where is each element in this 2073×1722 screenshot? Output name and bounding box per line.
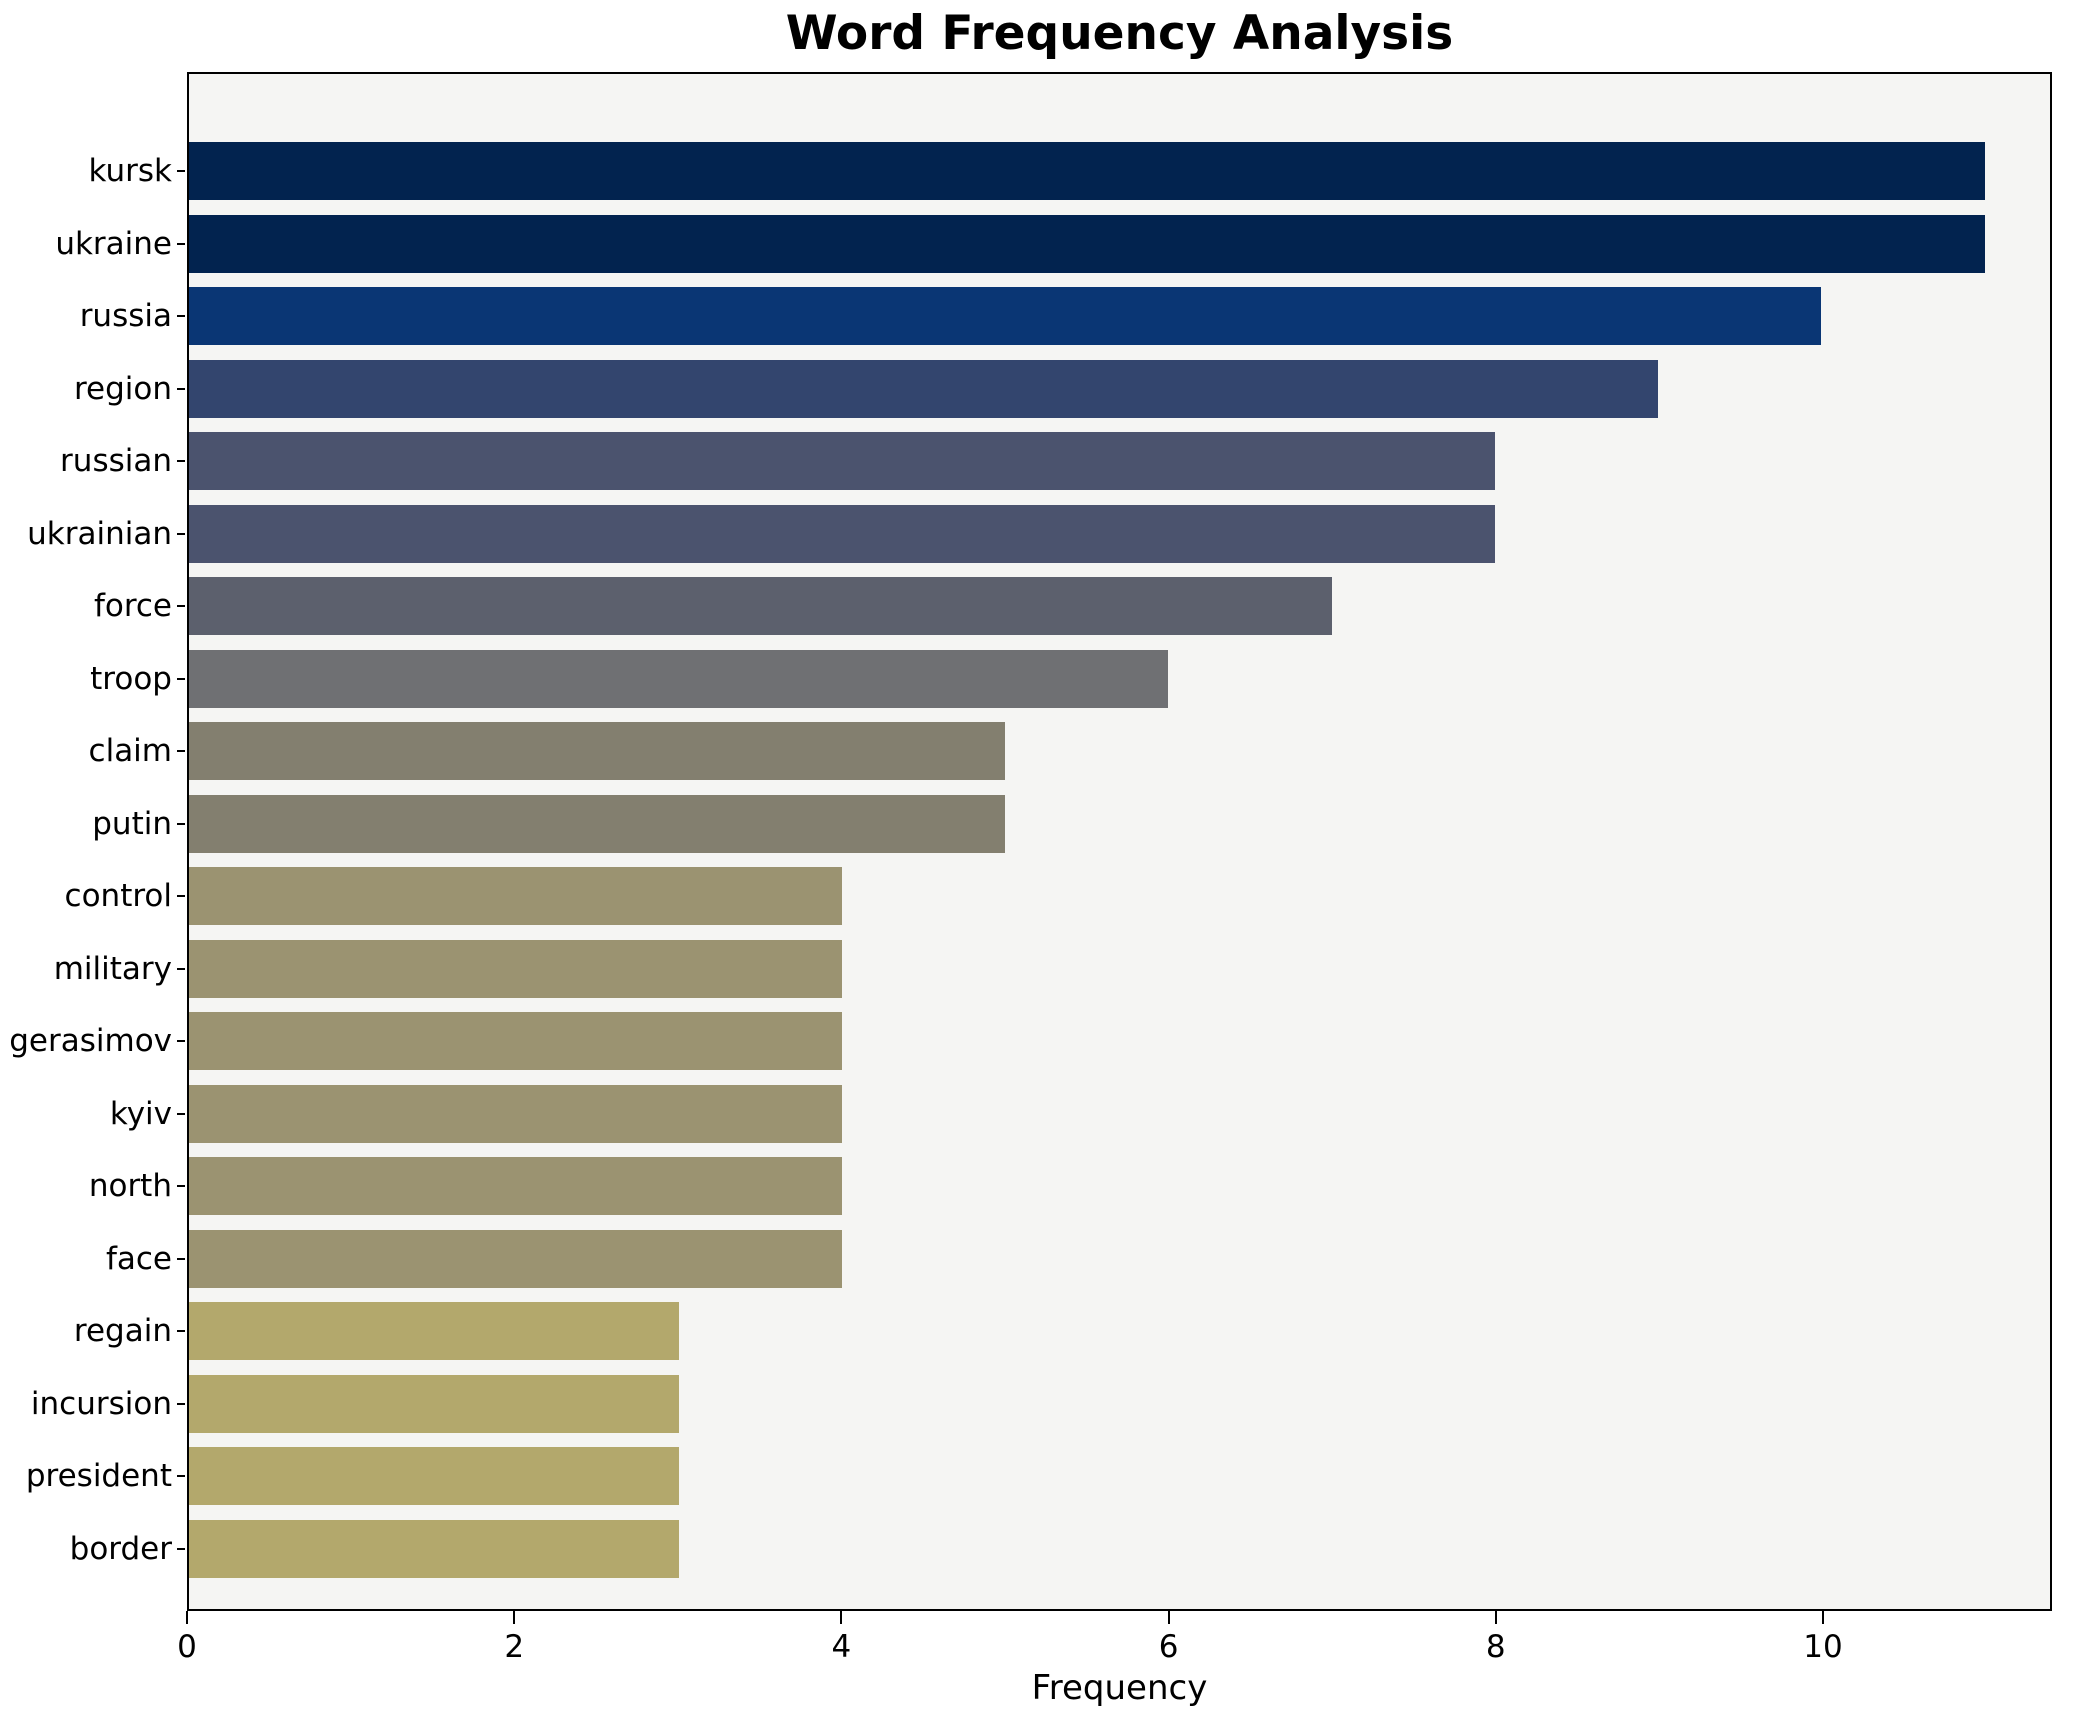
bar-row bbox=[189, 208, 2050, 281]
y-tick-label: regain bbox=[73, 1313, 172, 1350]
x-tick-label: 0 bbox=[177, 1629, 197, 1665]
x-tick-label: 10 bbox=[1803, 1629, 1843, 1665]
bar bbox=[189, 1519, 679, 1578]
y-tick bbox=[177, 1112, 185, 1115]
x-tick-label: 8 bbox=[1485, 1629, 1506, 1665]
bar-row bbox=[189, 1078, 2050, 1151]
y-tick bbox=[177, 1330, 185, 1333]
bar bbox=[189, 722, 1006, 781]
x-tick bbox=[1167, 1611, 1170, 1624]
y-tick-label: kursk bbox=[88, 153, 173, 190]
y-tick-label: border bbox=[69, 1530, 172, 1567]
bar bbox=[189, 939, 842, 998]
bar-row bbox=[189, 1440, 2050, 1513]
bar bbox=[189, 1447, 679, 1506]
y-tick-label: putin bbox=[92, 805, 172, 842]
y-tick bbox=[177, 460, 185, 463]
bar-row bbox=[189, 860, 2050, 933]
bar bbox=[189, 214, 1985, 273]
bar bbox=[189, 1157, 842, 1216]
y-tick-label: claim bbox=[88, 733, 172, 770]
y-tick bbox=[177, 677, 185, 680]
bar bbox=[189, 1012, 842, 1071]
y-tick bbox=[177, 1402, 185, 1405]
bar-row bbox=[189, 643, 2050, 716]
bar-row bbox=[189, 933, 2050, 1006]
bar bbox=[189, 432, 1495, 491]
y-tick-label: north bbox=[88, 1168, 172, 1205]
x-tick bbox=[1821, 1611, 1824, 1624]
y-tick bbox=[177, 822, 185, 825]
bar-row bbox=[189, 1005, 2050, 1078]
y-tick bbox=[177, 170, 185, 173]
bar bbox=[189, 1229, 842, 1288]
bar-row bbox=[189, 498, 2050, 571]
x-tick-label: 6 bbox=[1158, 1629, 1179, 1665]
bar-row bbox=[189, 1513, 2050, 1586]
plot-area bbox=[187, 72, 2052, 1611]
y-tick bbox=[177, 967, 185, 970]
bar bbox=[189, 359, 1659, 418]
bar bbox=[189, 794, 1006, 853]
y-tick bbox=[177, 387, 185, 390]
bar-row bbox=[189, 280, 2050, 353]
y-tick bbox=[177, 1040, 185, 1043]
x-axis-label: Frequency bbox=[1031, 1668, 1208, 1708]
y-tick-label: russian bbox=[60, 443, 172, 480]
y-tick-label: president bbox=[25, 1458, 172, 1495]
bar bbox=[189, 504, 1495, 563]
bar-row bbox=[189, 1150, 2050, 1223]
bar-row bbox=[189, 353, 2050, 426]
y-tick-label: force bbox=[93, 588, 172, 625]
y-tick bbox=[177, 1547, 185, 1550]
bar bbox=[189, 649, 1169, 708]
bar-row bbox=[189, 570, 2050, 643]
y-tick bbox=[177, 750, 185, 753]
bar bbox=[189, 142, 1985, 201]
x-tick bbox=[186, 1611, 188, 1624]
x-tick-label: 4 bbox=[831, 1629, 852, 1665]
bar bbox=[189, 1084, 842, 1143]
x-tick bbox=[1494, 1611, 1497, 1624]
bar bbox=[189, 867, 842, 926]
y-tick bbox=[177, 895, 185, 898]
x-tick bbox=[840, 1611, 843, 1624]
y-tick bbox=[177, 242, 185, 245]
y-tick-label: kyiv bbox=[109, 1095, 172, 1132]
bar bbox=[189, 287, 1822, 346]
bar bbox=[189, 1374, 679, 1433]
bar-row bbox=[189, 715, 2050, 788]
y-tick bbox=[177, 1185, 185, 1188]
y-tick-label: incursion bbox=[30, 1385, 172, 1422]
bar-row bbox=[189, 788, 2050, 861]
bar bbox=[189, 577, 1332, 636]
y-tick-label: ukrainian bbox=[27, 515, 172, 552]
bar-row bbox=[189, 1223, 2050, 1296]
chart-title: Word Frequency Analysis bbox=[785, 6, 1454, 61]
y-tick-label: gerasimov bbox=[9, 1023, 172, 1060]
y-tick-label: control bbox=[64, 878, 172, 915]
y-tick-label: russia bbox=[79, 298, 172, 335]
y-tick-label: ukraine bbox=[55, 225, 172, 262]
y-tick bbox=[177, 1475, 185, 1478]
y-tick-label: face bbox=[105, 1240, 172, 1277]
bar bbox=[189, 1302, 679, 1361]
bar-row bbox=[189, 1368, 2050, 1441]
x-tick-label: 2 bbox=[504, 1629, 525, 1665]
y-tick-label: troop bbox=[90, 660, 172, 697]
y-tick bbox=[177, 605, 185, 608]
bar-row bbox=[189, 425, 2050, 498]
x-tick bbox=[513, 1611, 516, 1624]
y-tick bbox=[177, 1257, 185, 1260]
y-tick bbox=[177, 315, 185, 318]
y-tick-label: military bbox=[53, 950, 172, 987]
y-tick bbox=[177, 532, 185, 535]
bar-row bbox=[189, 135, 2050, 208]
bar-row bbox=[189, 1295, 2050, 1368]
y-tick-label: region bbox=[73, 370, 172, 407]
